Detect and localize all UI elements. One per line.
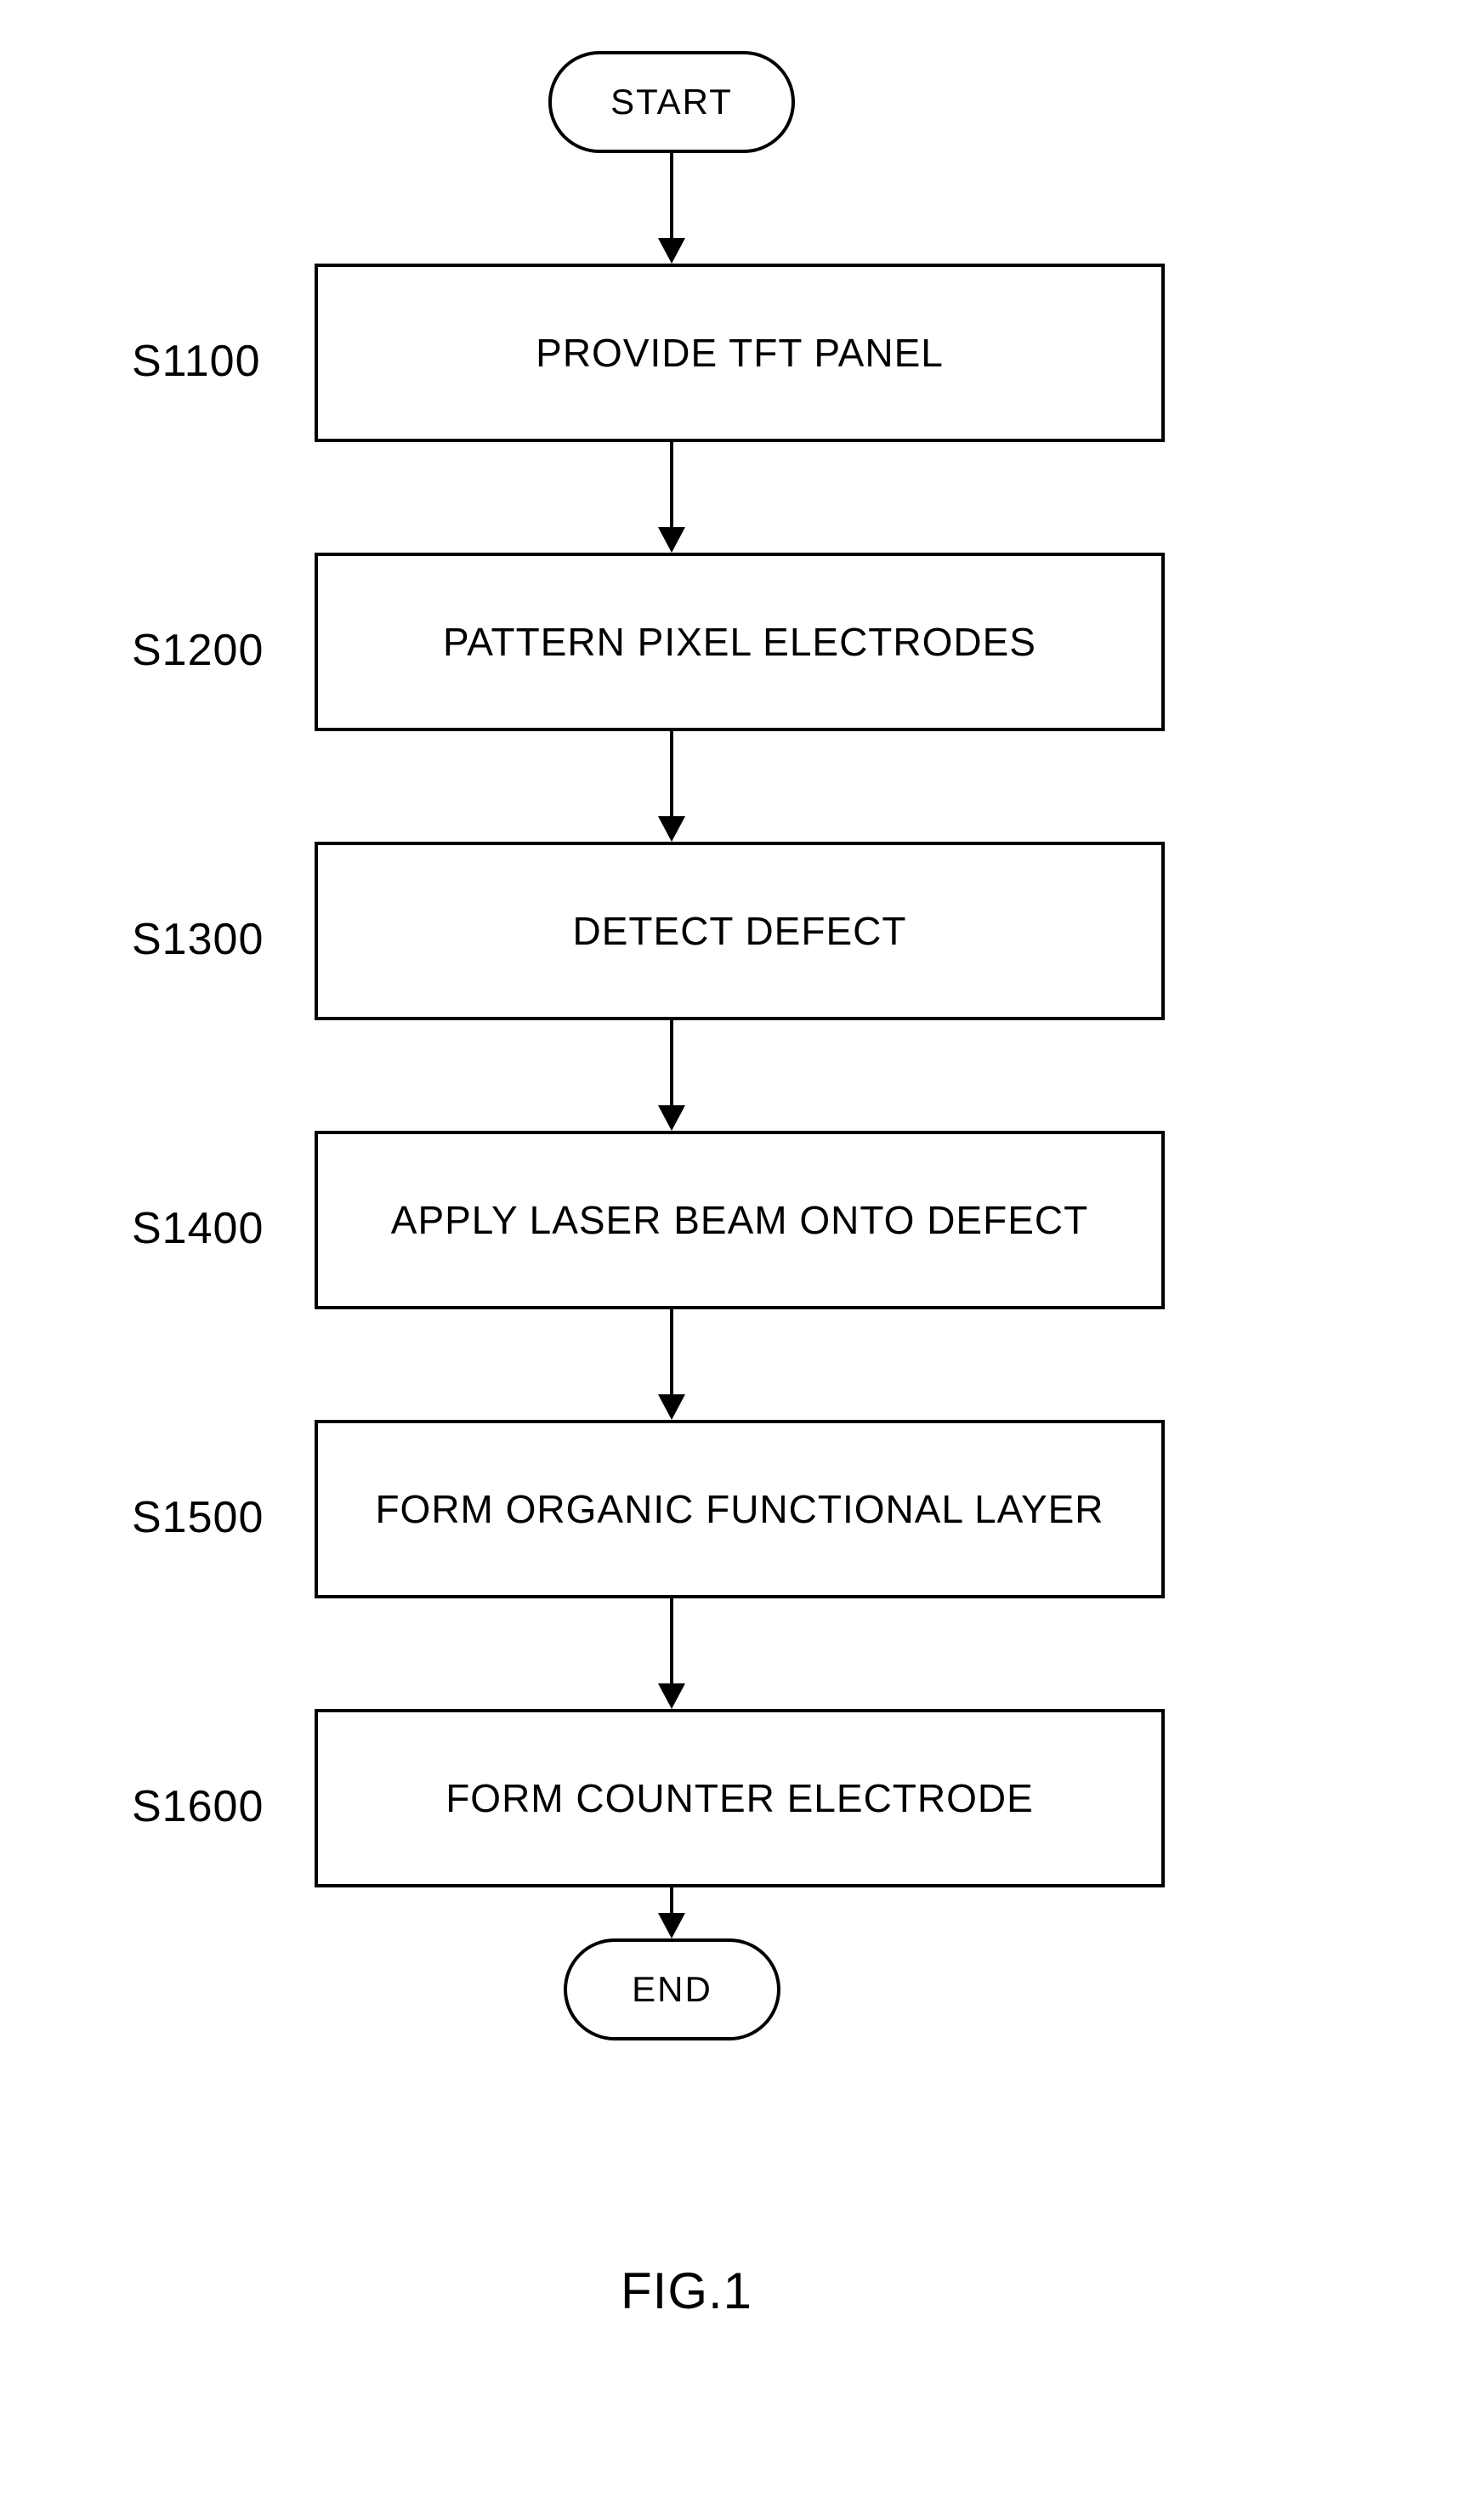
arrow-line-0	[670, 153, 673, 238]
terminator-start: START	[548, 51, 795, 153]
process-label-3: APPLY LASER BEAM ONTO DEFECT	[391, 1197, 1088, 1243]
process-box-4: FORM ORGANIC FUNCTIONAL LAYER	[315, 1420, 1165, 1598]
arrow-head-2	[658, 816, 685, 842]
arrow-line-3	[670, 1020, 673, 1105]
arrow-head-3	[658, 1105, 685, 1131]
arrow-line-4	[670, 1309, 673, 1394]
arrow-head-5	[658, 1683, 685, 1709]
process-box-2: DETECT DEFECT	[315, 842, 1165, 1020]
step-id-5: S1600	[132, 1781, 264, 1832]
step-id-2: S1300	[132, 914, 264, 965]
terminator-start-label: START	[610, 82, 733, 122]
terminator-end-label: END	[632, 1969, 712, 2010]
arrow-head-1	[658, 527, 685, 553]
process-label-2: DETECT DEFECT	[573, 908, 907, 954]
figure-label: FIG.1	[621, 2262, 752, 2320]
arrow-head-4	[658, 1394, 685, 1420]
arrow-line-1	[670, 442, 673, 527]
process-label-4: FORM ORGANIC FUNCTIONAL LAYER	[375, 1486, 1104, 1532]
arrow-line-2	[670, 731, 673, 816]
process-label-0: PROVIDE TFT PANEL	[536, 330, 944, 376]
process-box-5: FORM COUNTER ELECTRODE	[315, 1709, 1165, 1887]
arrow-head-0	[658, 238, 685, 264]
terminator-end: END	[564, 1938, 780, 2040]
step-id-0: S1100	[132, 336, 261, 387]
process-box-0: PROVIDE TFT PANEL	[315, 264, 1165, 442]
arrow-line-5	[670, 1598, 673, 1683]
process-box-3: APPLY LASER BEAM ONTO DEFECT	[315, 1131, 1165, 1309]
step-id-4: S1500	[132, 1492, 264, 1543]
process-label-1: PATTERN PIXEL ELECTRODES	[443, 619, 1036, 665]
page: START S1100 PROVIDE TFT PANEL S1200 PATT…	[0, 0, 1481, 2520]
arrow-head-6	[658, 1913, 685, 1938]
arrow-line-6	[670, 1887, 673, 1913]
process-label-5: FORM COUNTER ELECTRODE	[445, 1775, 1034, 1821]
step-id-3: S1400	[132, 1203, 264, 1254]
step-id-1: S1200	[132, 625, 264, 676]
process-box-1: PATTERN PIXEL ELECTRODES	[315, 553, 1165, 731]
